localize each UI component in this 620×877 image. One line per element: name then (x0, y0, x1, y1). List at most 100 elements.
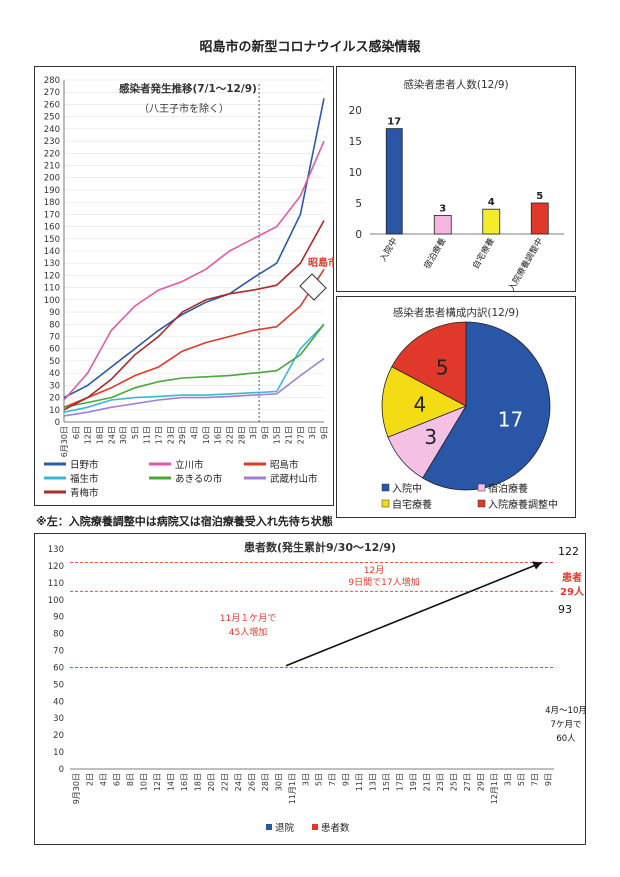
x-tick-label: 10日 (202, 426, 211, 444)
y-tick-label: 10 (49, 406, 60, 416)
y-tick-label: 50 (53, 680, 64, 690)
slice-label: 5 (436, 355, 449, 379)
y-tick-label: 180 (44, 198, 60, 208)
y-tick-label: 70 (49, 333, 60, 343)
x-tick-label: 16日 (180, 773, 189, 791)
y-tick-label: 170 (44, 210, 60, 220)
x-tick-label: 22日 (225, 426, 234, 444)
y-tick-label: 20 (53, 731, 64, 741)
x-tick-label: 24日 (107, 426, 116, 444)
series-line (63, 357, 325, 417)
page-title: 昭島市の新型コロナウイルス感染情報 (199, 40, 421, 55)
annotation-text: 4月～10月 (545, 706, 586, 716)
y-tick-label: 140 (44, 247, 60, 257)
annotation-label: 昭島市 (308, 256, 334, 269)
x-tick-label: 5日 (315, 773, 324, 786)
bar (530, 202, 549, 235)
chart-frame (336, 66, 576, 292)
y-tick-label: 90 (53, 613, 64, 623)
data-label: 5 (536, 191, 543, 202)
x-tick-label: 12日 (153, 773, 162, 791)
trend-arrow-head (532, 561, 542, 570)
x-tick-label: 8日 (126, 773, 135, 786)
series-line (63, 98, 325, 399)
y-tick-label: 130 (44, 259, 60, 269)
annotation-text: 12月 (364, 565, 384, 576)
y-tick-label: 150 (44, 235, 60, 245)
x-tick-label: 28日 (261, 773, 270, 791)
annotation-text: 93 (558, 603, 572, 616)
x-tick-label: 25日 (450, 773, 459, 791)
series-line (63, 140, 325, 401)
y-tick-label: 90 (49, 308, 60, 318)
x-tick-label: 30日 (274, 773, 283, 791)
x-tick-label: 18日 (95, 426, 104, 444)
legend-label: 日野市 (70, 459, 99, 471)
annotation-text: 患者 (562, 571, 582, 584)
x-tick-label: 13日 (369, 773, 378, 791)
x-tick-label: 9日 (261, 426, 270, 439)
legend-label: 退院 (275, 822, 295, 834)
x-tick-label: 30日 (119, 426, 128, 444)
x-tick-label: 12日 (84, 426, 93, 444)
y-tick-label: 100 (48, 596, 64, 606)
x-tick-label: 11日 (143, 426, 152, 444)
data-label: 17 (387, 117, 401, 128)
y-tick-label: 20 (349, 105, 362, 117)
x-tick-label: 17日 (396, 773, 405, 791)
y-tick-label: 260 (44, 100, 60, 110)
y-tick-label: 250 (44, 113, 60, 123)
x-tick-label: 15日 (382, 773, 391, 791)
series-line (63, 268, 325, 409)
annotation-text: 29人 (560, 585, 585, 598)
slice-label: 4 (414, 392, 427, 416)
x-tick-label: 27日 (463, 773, 472, 791)
annotation-arrow (299, 273, 327, 301)
pie-slice (391, 321, 467, 407)
y-tick-label: 20 (49, 394, 60, 404)
data-label: 3 (439, 203, 446, 214)
annotation-text: 45人増加 (229, 626, 267, 638)
chart-title: 感染者発生推移(7/1～12/9) (119, 82, 257, 95)
trend-arrow (285, 561, 543, 667)
x-tick-label: 3日 (308, 426, 317, 439)
x-tick-label: 12月1日 (490, 773, 499, 804)
y-tick-label: 190 (44, 186, 60, 196)
cumulative-patients-bar-chart: 患者数(発生累計9/30～12/9) 0 10 20 30 40 50 60 70 80 90 100… (34, 533, 586, 845)
x-tick-label: 3日 (301, 773, 310, 786)
legend-label: 昭島市 (270, 459, 299, 471)
x-tick-label: 19日 (409, 773, 418, 791)
x-tick-label: 5日 (517, 773, 526, 786)
annotation-text: 60人 (556, 734, 576, 744)
legend-label: あきるの市 (175, 473, 223, 485)
y-tick-label: 210 (44, 162, 60, 172)
y-tick-label: 10 (349, 167, 362, 179)
y-tick-label: 100 (44, 296, 60, 306)
legend-swatch (266, 824, 272, 830)
y-tick-label: 240 (44, 125, 60, 135)
y-tick-label: 130 (48, 545, 64, 555)
legend-label: 自宅療養 (392, 498, 432, 511)
x-tick-label: 15日 (273, 426, 282, 444)
annotation-text: 122 (558, 545, 579, 558)
x-tick-label: 4日 (99, 773, 108, 786)
x-tick-label: 20日 (207, 773, 216, 791)
y-tick-label: 160 (44, 223, 60, 233)
x-tick-label: 17日 (155, 426, 164, 444)
x-tick-label: 21日 (285, 426, 294, 444)
series-line (63, 323, 325, 409)
y-tick-label: 5 (355, 198, 362, 210)
y-tick-label: 30 (53, 714, 64, 724)
x-tick-label: 22日 (220, 773, 229, 791)
y-tick-label: 80 (53, 630, 64, 640)
x-tick-label: 9日 (342, 773, 351, 786)
series-line (63, 323, 325, 413)
x-tick-label: 14日 (166, 773, 175, 791)
x-tick-label: 5日 (131, 426, 140, 439)
x-tick-label: 18日 (193, 773, 202, 791)
footnote: ※左：入院療養調整中は病院又は宿泊療養受入れ先待ち状態 (36, 515, 333, 528)
y-tick-label: 230 (44, 137, 60, 147)
pie-slice (422, 321, 551, 491)
x-tick-label: 11日 (355, 773, 364, 791)
